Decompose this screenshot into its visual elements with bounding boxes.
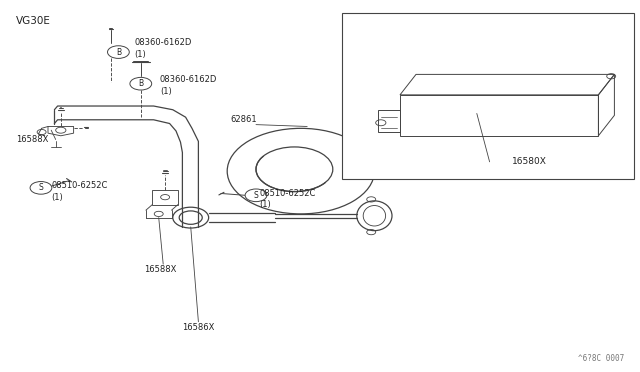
Text: S: S bbox=[253, 191, 259, 200]
Text: 62861: 62861 bbox=[230, 115, 257, 124]
Text: B: B bbox=[138, 79, 143, 88]
Circle shape bbox=[30, 182, 52, 194]
Text: ^6?8C 0007: ^6?8C 0007 bbox=[578, 354, 624, 363]
Text: 08510-6252C
(1): 08510-6252C (1) bbox=[259, 189, 316, 209]
Circle shape bbox=[245, 189, 267, 202]
Text: VG30E: VG30E bbox=[16, 16, 51, 26]
Text: 08510-6252C
(1): 08510-6252C (1) bbox=[51, 181, 108, 202]
Text: 16580X: 16580X bbox=[512, 157, 547, 166]
Text: S: S bbox=[38, 183, 44, 192]
Text: 08360-6162D
(1): 08360-6162D (1) bbox=[160, 75, 218, 96]
Circle shape bbox=[108, 46, 129, 58]
Text: B: B bbox=[116, 48, 121, 57]
Text: 16588X: 16588X bbox=[16, 135, 49, 144]
Text: 08360-6162D
(1): 08360-6162D (1) bbox=[134, 38, 192, 59]
Circle shape bbox=[130, 77, 152, 90]
Text: 16586X: 16586X bbox=[182, 323, 214, 332]
Bar bbox=[342, 13, 634, 179]
Text: 16588X: 16588X bbox=[144, 265, 177, 274]
